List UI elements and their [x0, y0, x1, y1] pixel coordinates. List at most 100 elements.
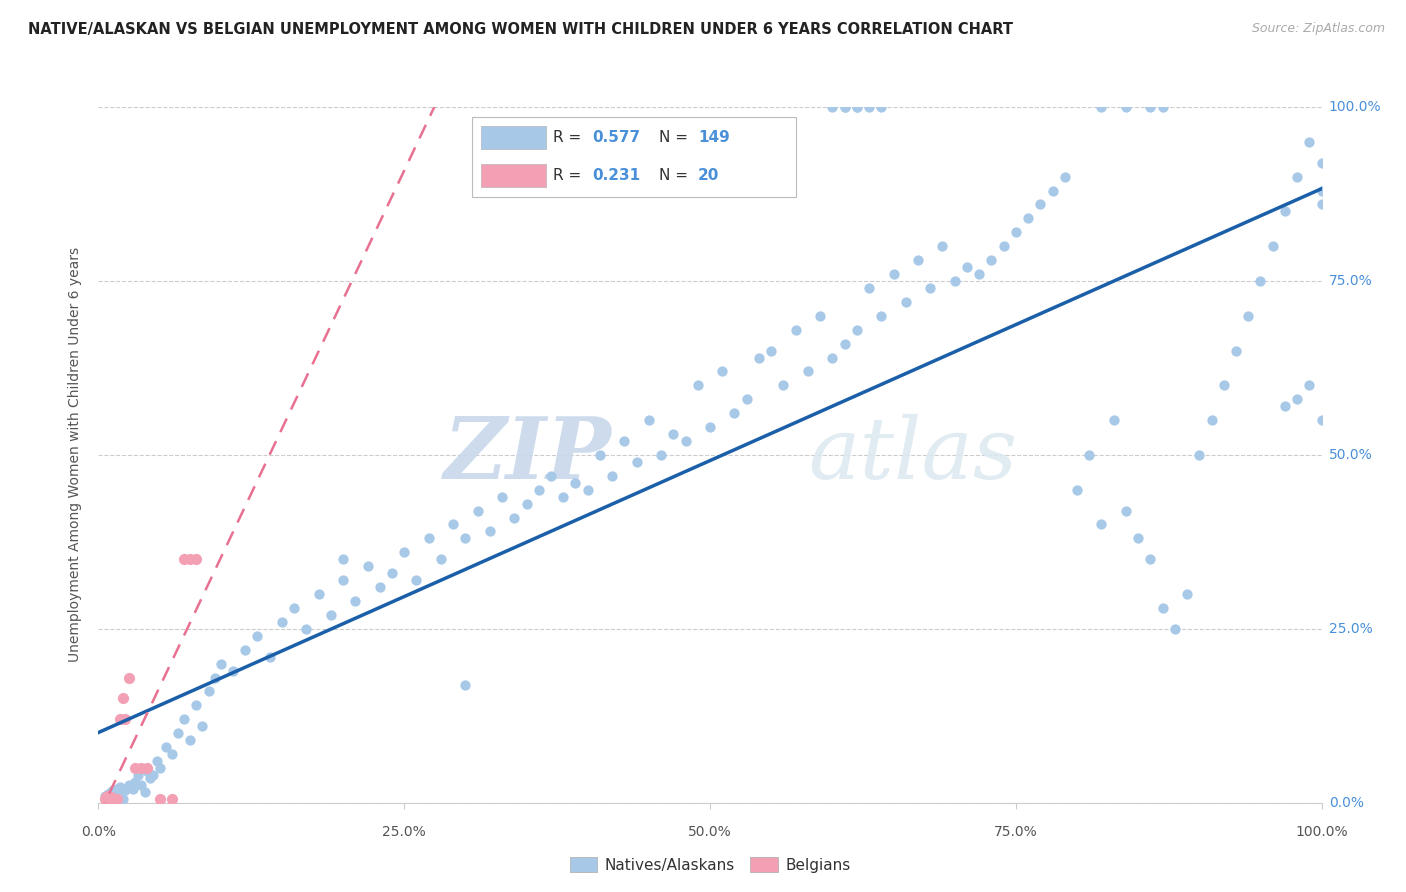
Point: [146, 754, 169, 768]
Point: [834, 336, 856, 351]
Point: [1029, 197, 1052, 211]
Point: [392, 545, 416, 559]
Point: [97, 788, 120, 802]
Point: [1152, 601, 1174, 615]
Point: [1188, 448, 1211, 462]
Point: [101, 783, 124, 797]
Point: [785, 323, 807, 337]
Point: [883, 267, 905, 281]
Point: [111, 792, 134, 806]
Point: [834, 100, 856, 114]
Point: [1261, 239, 1284, 253]
Point: [1102, 413, 1125, 427]
Point: [576, 483, 599, 497]
Point: [600, 468, 623, 483]
Point: [491, 490, 513, 504]
Text: atlas: atlas: [808, 414, 1017, 496]
Point: [1286, 169, 1309, 184]
Point: [233, 642, 256, 657]
Text: 149: 149: [697, 130, 730, 145]
Text: ZIP: ZIP: [444, 413, 612, 497]
Point: [478, 524, 501, 539]
Point: [650, 448, 672, 462]
Point: [1274, 204, 1296, 219]
Point: [105, 781, 128, 796]
Point: [993, 239, 1015, 253]
Point: [564, 475, 586, 490]
Text: Source: ZipAtlas.com: Source: ZipAtlas.com: [1251, 22, 1385, 36]
Point: [1078, 448, 1101, 462]
Point: [553, 490, 575, 504]
Point: [967, 267, 990, 281]
Point: [834, 100, 856, 114]
Point: [136, 761, 159, 775]
Point: [98, 793, 121, 807]
Point: [110, 780, 132, 795]
Point: [121, 781, 143, 796]
Point: [821, 100, 844, 114]
Text: 25.0%: 25.0%: [1329, 622, 1372, 636]
Point: [114, 783, 136, 797]
Point: [94, 790, 117, 805]
Text: 0.577: 0.577: [592, 130, 641, 145]
Point: [101, 789, 124, 803]
Point: [907, 253, 929, 268]
Point: [613, 434, 636, 448]
Point: [93, 792, 115, 806]
Point: [858, 100, 880, 114]
Point: [748, 351, 770, 365]
Point: [405, 573, 427, 587]
Text: R =: R =: [553, 169, 586, 183]
Point: [845, 100, 868, 114]
Point: [540, 468, 562, 483]
Point: [98, 791, 121, 805]
Point: [467, 503, 489, 517]
Point: [332, 552, 354, 566]
Point: [179, 733, 201, 747]
Point: [186, 698, 208, 713]
Point: [956, 260, 979, 274]
Text: 0.231: 0.231: [592, 169, 641, 183]
Point: [454, 532, 477, 546]
Point: [129, 778, 152, 792]
Point: [118, 671, 141, 685]
Point: [197, 684, 219, 698]
Point: [515, 497, 537, 511]
Text: 20: 20: [697, 169, 720, 183]
Point: [204, 671, 226, 685]
Point: [527, 483, 550, 497]
Point: [503, 510, 526, 524]
Point: [441, 517, 464, 532]
Point: [1298, 135, 1320, 149]
Point: [103, 788, 125, 802]
Point: [931, 239, 953, 253]
Y-axis label: Unemployment Among Women with Children Under 6 years: Unemployment Among Women with Children U…: [69, 247, 83, 663]
Point: [1212, 378, 1234, 392]
Point: [723, 406, 745, 420]
Point: [1201, 413, 1223, 427]
Text: 0.0%: 0.0%: [82, 825, 115, 839]
Point: [894, 294, 917, 309]
Point: [845, 100, 868, 114]
Point: [808, 309, 831, 323]
Point: [186, 552, 208, 566]
Point: [139, 772, 162, 786]
Point: [259, 649, 281, 664]
Point: [772, 378, 794, 392]
Point: [167, 726, 190, 740]
Point: [699, 420, 721, 434]
Point: [173, 552, 195, 566]
Point: [111, 691, 134, 706]
Point: [821, 351, 844, 365]
Point: [1310, 197, 1333, 211]
Point: [1310, 184, 1333, 198]
Point: [1066, 483, 1088, 497]
Legend: Natives/Alaskans, Belgians: Natives/Alaskans, Belgians: [564, 851, 856, 879]
Text: 50.0%: 50.0%: [688, 825, 733, 839]
Point: [686, 378, 709, 392]
Point: [108, 789, 131, 803]
Point: [270, 615, 294, 629]
Text: 25.0%: 25.0%: [382, 825, 426, 839]
Point: [222, 664, 245, 678]
Point: [179, 552, 201, 566]
